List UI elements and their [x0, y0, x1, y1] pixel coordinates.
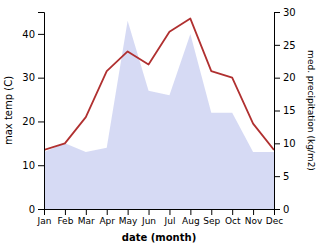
tick-label: Mar	[78, 216, 95, 226]
tick-mark	[107, 209, 108, 215]
tick-mark	[86, 209, 87, 215]
tick: 30	[22, 72, 44, 83]
tick-mark	[274, 12, 280, 13]
tick-label: Apr	[99, 216, 115, 226]
tick-mark	[211, 209, 212, 215]
tick-label: May	[119, 216, 138, 226]
precipitation-line	[44, 19, 274, 150]
tick-mark	[253, 209, 254, 215]
tick: 25	[274, 40, 296, 51]
tick: 10	[22, 160, 44, 171]
tick: Jul	[164, 209, 176, 226]
tick: May	[119, 209, 138, 226]
tick-mark	[274, 78, 280, 79]
tick-mark	[274, 45, 280, 46]
tick-label: 10	[22, 160, 35, 171]
tick-mark	[38, 209, 44, 210]
tick-mark	[38, 78, 44, 79]
tick-label: 0	[29, 204, 35, 215]
tick: 10	[274, 138, 296, 149]
chart-svg: JanFebMarAprMayJunJulAugSepOctNovDec0102…	[0, 0, 318, 247]
chart-container: JanFebMarAprMayJunJulAugSepOctNovDec0102…	[0, 0, 318, 247]
tick: Feb	[57, 209, 73, 226]
tick-label: 40	[22, 29, 35, 40]
tick-mark	[149, 209, 150, 215]
tick-label: 30	[22, 72, 35, 83]
tick: 30	[274, 7, 296, 18]
tick: Aug	[182, 209, 200, 226]
tick: Jun	[141, 209, 156, 226]
tick-label: Sep	[203, 216, 220, 226]
tick: Dec	[266, 209, 283, 226]
tick-label: 0	[283, 204, 289, 215]
y2-axis: 0 5 10 15 20 25 30	[274, 7, 296, 215]
tick: Jan	[37, 209, 52, 226]
tick-mark	[190, 209, 191, 215]
tick-label: 5	[283, 171, 289, 182]
tick-label: Jun	[141, 216, 156, 226]
tick: Apr	[99, 209, 115, 226]
tick: Oct	[225, 209, 241, 226]
tick-mark	[65, 209, 66, 215]
tick: 0	[29, 204, 44, 215]
tick-mark	[274, 143, 280, 144]
axis-line	[275, 13, 281, 210]
plot-root: JanFebMarAprMayJunJulAugSepOctNovDec0102…	[3, 7, 316, 243]
tick-label: Dec	[266, 216, 283, 226]
tick: 0	[274, 204, 289, 215]
tick-label: 20	[22, 116, 35, 127]
y-axis: 0 10 20 30 40	[22, 13, 44, 215]
marks	[44, 19, 274, 209]
tick-label: Oct	[225, 216, 241, 226]
tick-label: Feb	[57, 216, 73, 226]
axis-line	[38, 13, 45, 210]
axis-line	[45, 210, 275, 216]
tick: Mar	[78, 209, 95, 226]
tick-mark	[274, 176, 280, 177]
tick-mark	[128, 209, 129, 215]
tick-label: 20	[283, 72, 296, 83]
tick-mark	[38, 34, 44, 35]
tick-label: Nov	[245, 216, 263, 226]
tick-mark	[274, 209, 280, 210]
tick-mark	[274, 111, 280, 112]
tick-label: 10	[283, 138, 296, 149]
tick-label: Jul	[164, 216, 176, 226]
tick-label: Aug	[182, 216, 200, 226]
tick-label: 25	[283, 40, 296, 51]
background	[0, 0, 318, 247]
tick: 5	[274, 171, 289, 182]
tick-mark	[232, 209, 233, 215]
tick-label: Jan	[37, 216, 52, 226]
x-axis: Jan Feb Mar Apr MayJun Jul AugSep Oct NovDec	[37, 209, 284, 226]
tick-label: 30	[283, 7, 296, 18]
tick: 20	[274, 72, 296, 83]
tick: 15	[274, 105, 296, 116]
tick-mark	[38, 121, 44, 122]
y2-axis-title: med. precipitation (kg/m2)	[306, 50, 316, 171]
tick: 20	[22, 116, 44, 127]
tick-mark	[38, 165, 44, 166]
x-axis-title: date (month)	[122, 232, 196, 243]
tick: Sep	[203, 209, 220, 226]
tick: Nov	[245, 209, 263, 226]
tick-label: 15	[283, 105, 296, 116]
tick: 40	[22, 29, 44, 40]
tick-mark	[169, 209, 170, 215]
y-axis-title: max temp (C)	[3, 76, 14, 145]
